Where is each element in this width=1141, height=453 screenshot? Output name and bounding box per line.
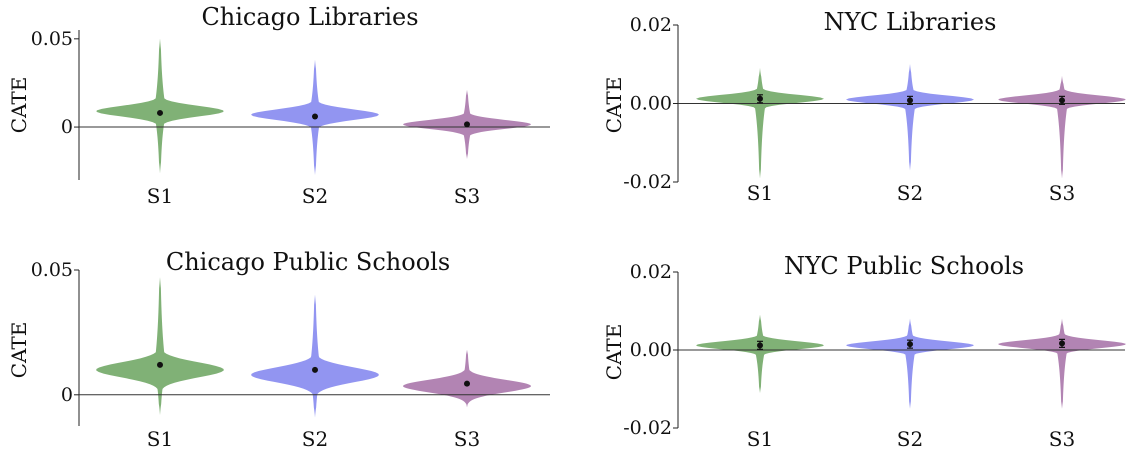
y-tick-label: 0.02	[630, 14, 672, 36]
mean-point	[157, 109, 163, 116]
mean-point	[464, 121, 470, 128]
mean-point	[907, 97, 913, 104]
mean-point	[757, 342, 763, 349]
x-category-label: S1	[147, 184, 173, 208]
panel-title: NYC Public Schools	[784, 252, 1024, 280]
violins	[96, 38, 531, 175]
panel-chicago-libraries: Chicago Libraries CATE 0.05 0 S1 S2 S3	[7, 3, 550, 208]
violin-s2	[251, 294, 379, 418]
x-category-label: S2	[897, 427, 923, 451]
violins	[696, 64, 1126, 179]
x-category-label: S2	[897, 181, 923, 205]
mean-point	[1059, 97, 1065, 104]
y-axis-label: CATE	[7, 77, 31, 134]
y-tick-label: 0.00	[630, 339, 672, 361]
y-axis-label: CATE	[7, 322, 31, 379]
panel-nyc-libraries: NYC Libraries CATE 0.02 0.00 -0.02 S1 S2…	[602, 8, 1126, 205]
mean-point	[312, 366, 318, 373]
panel-nyc-public-schools: NYC Public Schools CATE 0.02 0.00 -0.02 …	[602, 252, 1126, 451]
x-category-label: S3	[454, 427, 480, 451]
y-tick-label: -0.02	[623, 171, 672, 193]
y-tick-label: 0.05	[31, 259, 73, 281]
violin-s2	[846, 318, 974, 409]
violin-s3	[998, 318, 1126, 409]
y-tick-label: 0.00	[630, 93, 672, 115]
mean-point	[464, 380, 470, 387]
x-category-label: S1	[147, 427, 173, 451]
violins	[696, 314, 1126, 409]
x-category-label: S2	[302, 427, 328, 451]
y-tick-label: 0.05	[31, 28, 73, 50]
panel-title: NYC Libraries	[824, 8, 997, 36]
y-axis-label: CATE	[602, 324, 626, 381]
y-tick-label: -0.02	[623, 417, 672, 439]
x-category-label: S1	[747, 427, 773, 451]
x-category-label: S2	[302, 184, 328, 208]
mean-point	[312, 113, 318, 120]
x-category-label: S3	[454, 184, 480, 208]
violin-s3	[403, 349, 531, 408]
y-axis-label: CATE	[602, 77, 626, 134]
x-category-label: S3	[1049, 181, 1075, 205]
mean-point	[757, 95, 763, 102]
mean-point	[907, 341, 913, 348]
panel-title: Chicago Public Schools	[166, 248, 450, 276]
violin-s2	[846, 64, 974, 171]
violin-s1	[696, 68, 824, 179]
violin-s1	[696, 314, 824, 393]
panel-chicago-public-schools: Chicago Public Schools CATE 0.05 0 S1 S2…	[7, 248, 550, 451]
x-category-label: S3	[1049, 427, 1075, 451]
mean-point	[157, 361, 163, 368]
y-tick-label: 0	[61, 116, 73, 138]
violin-s1	[96, 38, 224, 173]
panel-title: Chicago Libraries	[201, 3, 418, 31]
y-tick-label: 0.02	[630, 261, 672, 283]
violin-s1	[96, 277, 224, 415]
violin-s3	[998, 76, 1126, 179]
x-category-label: S1	[747, 181, 773, 205]
mean-point	[1059, 340, 1065, 347]
y-tick-label: 0	[61, 384, 73, 406]
violins	[96, 277, 531, 418]
